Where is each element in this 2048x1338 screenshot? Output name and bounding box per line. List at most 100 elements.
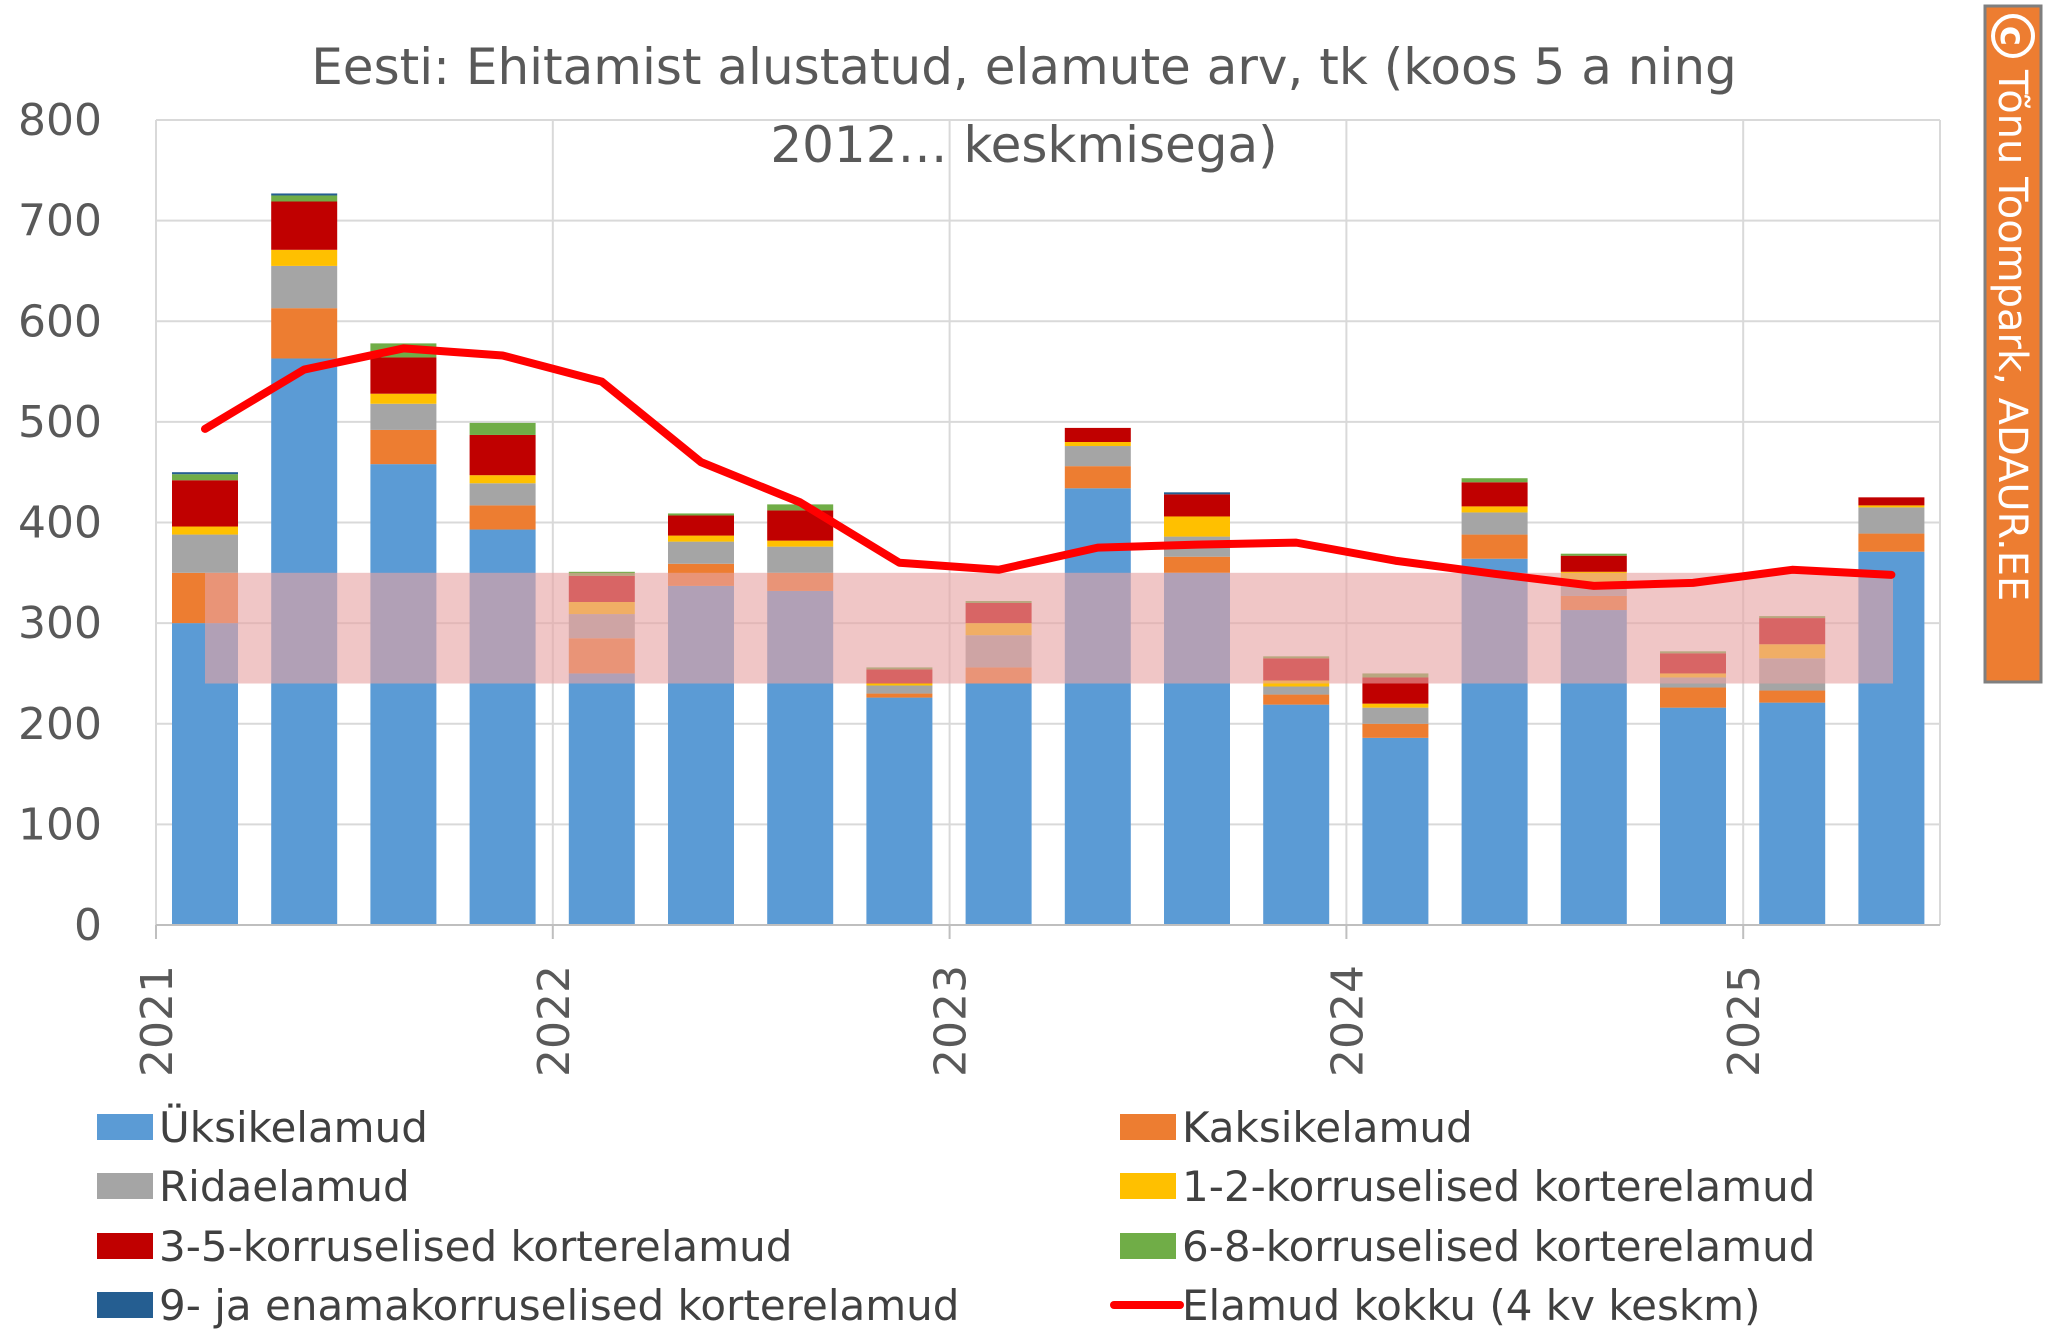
legend-label: 6-8-korruselised korterelamud <box>1182 1222 1815 1271</box>
bar-segment <box>1461 478 1528 483</box>
watermark: c Tõnu Toompark, ADAUR.EE <box>1983 4 2043 684</box>
legend-swatch <box>1120 1173 1176 1199</box>
bar-segment <box>668 535 734 542</box>
bar-segment <box>1560 555 1627 572</box>
line-series-elamud-kokku <box>201 344 1896 590</box>
chart-title-line-1: Eesti: Ehitamist alustatud, elamute arv,… <box>311 38 1737 96</box>
bar-segment <box>1461 482 1528 507</box>
bar-segment <box>1263 686 1330 695</box>
legend-label: Ridaelamud <box>159 1162 410 1211</box>
copyright-icon <box>1991 14 2035 58</box>
copyright-symbol: c <box>1992 26 2032 46</box>
bar-segment <box>1164 516 1230 537</box>
axes: 0 100 200 300 400 500 600 700 800 2021 2022 2023 202… <box>18 95 1940 1077</box>
bar-segment <box>271 249 338 266</box>
bar-segment <box>1660 687 1726 708</box>
bar-segment <box>1858 507 1925 534</box>
bar-segment <box>1263 694 1330 705</box>
bar-segment <box>1263 704 1330 925</box>
x-tick-label: 2024 <box>1322 965 1373 1077</box>
bar-segment <box>271 265 338 309</box>
x-tick-label: 2023 <box>926 965 977 1077</box>
bar-segment <box>271 195 338 202</box>
bar-segment <box>1560 553 1627 556</box>
bar-segment <box>767 540 834 547</box>
legend-label: 1-2-korruselised korterelamud <box>1182 1162 1815 1211</box>
chart-title: Eesti: Ehitamist alustatud, elamute arv,… <box>311 38 1737 174</box>
bar-segment <box>370 429 437 465</box>
bar-segment <box>370 357 437 394</box>
bar-segment <box>767 546 834 573</box>
bar-segment <box>568 673 635 925</box>
x-tick-label: 2022 <box>529 965 580 1077</box>
legend-label: Üksikelamud <box>159 1102 428 1152</box>
bar-segment <box>1164 492 1230 495</box>
bar-segment <box>370 464 437 925</box>
bar-segment <box>1759 702 1826 925</box>
bar-segment <box>1064 442 1131 447</box>
bar-segment <box>1362 707 1429 724</box>
band-overlay-layer <box>205 572 1893 684</box>
y-tick-label: 400 <box>18 498 102 549</box>
bar-segment <box>668 513 734 516</box>
legend-swatch <box>1120 1114 1176 1140</box>
y-tick-label: 800 <box>18 95 102 146</box>
bar-segment <box>370 403 437 430</box>
bar-segment <box>469 475 536 484</box>
bar-segment <box>1362 723 1429 738</box>
y-tick-label: 0 <box>74 900 102 951</box>
bar-segment <box>271 308 338 359</box>
bar-segment <box>866 683 933 686</box>
bar-segment <box>1461 512 1528 535</box>
legend-label: 3-5-korruselised korterelamud <box>159 1222 792 1271</box>
bar-segment <box>866 697 933 925</box>
bar-segment <box>172 474 238 481</box>
chart-title-line-2: 2012… keskmisega) <box>770 116 1277 174</box>
legend-swatch <box>97 1292 153 1318</box>
bar-segment <box>1164 494 1230 517</box>
bar-segment <box>1660 707 1726 925</box>
bar-segment <box>469 483 536 506</box>
bar-segment <box>172 472 238 475</box>
bar-segment <box>1064 488 1131 925</box>
watermark-text: Tõnu Toompark, ADAUR.EE <box>1989 69 2035 601</box>
bar-segment <box>866 685 933 694</box>
bar-segment <box>1362 737 1429 925</box>
bar-segment <box>370 393 437 404</box>
bar-segment <box>668 541 734 564</box>
average-band <box>205 572 1893 684</box>
bar-segment <box>469 434 536 476</box>
legend-label: Elamud kokku (4 kv keskm) <box>1182 1281 1760 1330</box>
bar-segment <box>1858 533 1925 552</box>
bar-segment <box>1064 466 1131 489</box>
bar-segment <box>668 515 734 536</box>
y-tick-label: 700 <box>18 196 102 247</box>
y-tick-label: 200 <box>18 699 102 750</box>
legend: Üksikelamud Kaksikelamud Ridaelamud 1-2-kor… <box>97 1102 1815 1330</box>
x-tick-label: 2025 <box>1719 965 1770 1077</box>
x-tick-label: 2021 <box>132 965 183 1077</box>
bar-segment <box>469 505 536 530</box>
bar-segment <box>1064 446 1131 467</box>
bar-segment <box>1858 505 1925 508</box>
watermark-inner <box>1991 64 2035 676</box>
bar-segment <box>866 693 933 698</box>
y-tick-label: 500 <box>18 397 102 448</box>
bar-segment <box>965 683 1032 925</box>
y-tick-label: 600 <box>18 296 102 347</box>
bar-segment <box>1461 506 1528 513</box>
legend-swatch <box>97 1173 153 1199</box>
legend-label: Kaksikelamud <box>1182 1103 1473 1152</box>
bar-segment <box>1858 497 1925 506</box>
bar-segment <box>1759 690 1826 703</box>
legend-swatch <box>1120 1233 1176 1259</box>
bar-segment <box>1164 556 1230 573</box>
line-layer <box>201 344 1896 590</box>
legend-swatch <box>97 1114 153 1140</box>
y-tick-label: 300 <box>18 598 102 649</box>
bar-segment <box>1362 703 1429 708</box>
bar-segment <box>172 480 238 527</box>
bar-layer <box>172 193 1925 925</box>
legend-swatch <box>97 1233 153 1259</box>
